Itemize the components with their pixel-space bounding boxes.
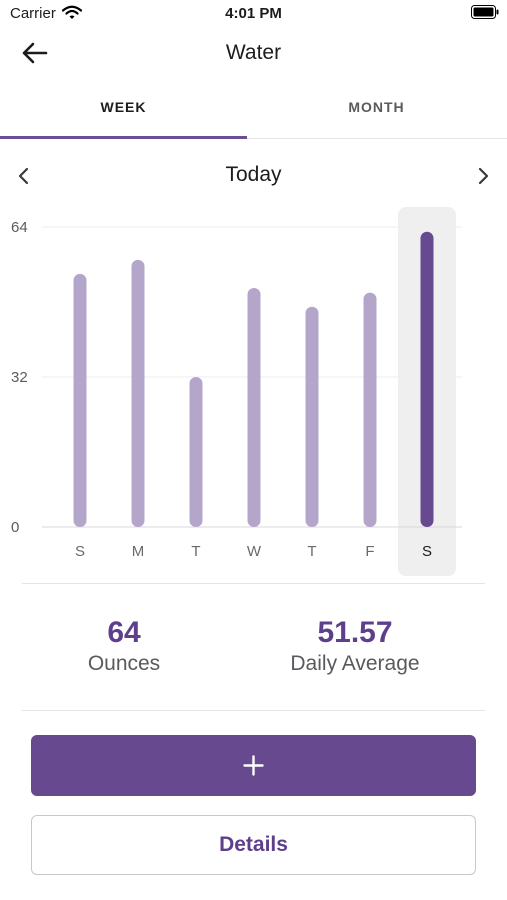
chart-bar (363, 292, 377, 527)
chart-bar (305, 306, 319, 527)
chevron-left-icon[interactable] (12, 163, 36, 189)
tab-month[interactable]: MONTH (348, 99, 405, 115)
chart-bar (420, 231, 434, 527)
x-tick-label: S (422, 543, 432, 560)
back-arrow-icon[interactable] (20, 40, 50, 66)
chevron-right-icon[interactable] (471, 163, 495, 189)
chart-bar (189, 377, 203, 527)
divider (22, 710, 485, 711)
stats-summary: 64 Ounces 51.57 Daily Average (0, 615, 507, 685)
water-bar-chart: 64 32 0 S M T W T F S (0, 200, 507, 585)
daily-average-label: Daily Average (290, 652, 420, 675)
x-tick-label: M (132, 543, 145, 560)
tab-selection-indicator (0, 136, 247, 139)
x-tick-label: F (365, 543, 374, 560)
ounces-value: 64 (107, 616, 141, 649)
add-water-button[interactable] (31, 735, 476, 796)
status-time: 4:01 PM (225, 5, 282, 22)
divider (22, 583, 485, 584)
carrier-label: Carrier (10, 5, 56, 22)
period-tabs: WEEK MONTH (0, 88, 507, 139)
details-button[interactable]: Details (31, 815, 476, 875)
battery-icon (471, 5, 499, 19)
y-tick-label: 32 (11, 369, 28, 386)
navigation-bar: Water (0, 28, 507, 78)
chart-canvas: 64 32 0 S M T W T F S (11, 207, 462, 576)
status-bar: Carrier 4:01 PM (0, 0, 507, 28)
plus-icon (243, 755, 264, 776)
daily-average-value: 51.57 (317, 616, 393, 649)
x-tick-label: S (75, 543, 85, 560)
y-tick-label: 64 (11, 219, 28, 236)
date-navigator: Today (0, 155, 507, 197)
chart-bar (247, 287, 261, 527)
x-tick-label: W (247, 543, 262, 560)
x-tick-label: T (191, 543, 200, 560)
page-title: Water (225, 41, 282, 64)
chart-bar (131, 259, 145, 527)
chart-bar (73, 273, 87, 527)
wifi-icon (62, 5, 82, 19)
y-tick-label: 0 (11, 519, 19, 536)
ounces-stat: 64 Ounces (44, 615, 204, 677)
ounces-label: Ounces (87, 652, 161, 675)
daily-average-stat: 51.57 Daily Average (270, 615, 440, 677)
tab-week[interactable]: WEEK (100, 99, 147, 115)
x-tick-label: T (307, 543, 316, 560)
date-label: Today (225, 163, 282, 186)
